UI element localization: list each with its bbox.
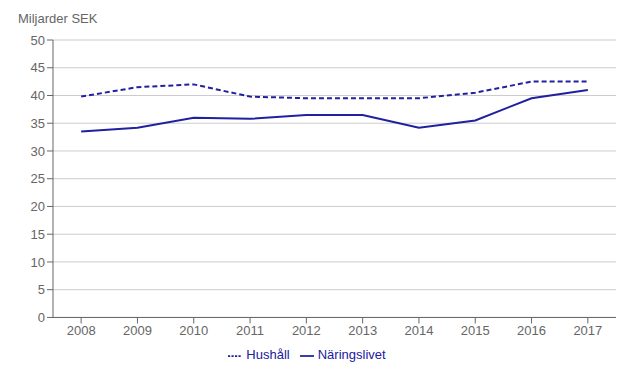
svg-text:2010: 2010 (179, 323, 208, 338)
svg-text:2008: 2008 (67, 323, 96, 338)
svg-text:2016: 2016 (517, 323, 546, 338)
html-text:Hushåll: Hushåll (246, 347, 290, 363)
svg-text:2009: 2009 (123, 323, 152, 338)
svg-text:2015: 2015 (461, 323, 490, 338)
svg-text:2013: 2013 (348, 323, 377, 338)
svg-text:35: 35 (31, 116, 45, 131)
svg-text:30: 30 (31, 144, 45, 159)
svg-text:2017: 2017 (573, 323, 602, 338)
svg-text:2012: 2012 (292, 323, 321, 338)
svg-text:20: 20 (31, 199, 45, 214)
html-text:Näringslivet: Näringslivet (317, 347, 386, 363)
svg-text:10: 10 (31, 255, 45, 270)
svg-text:2014: 2014 (404, 323, 433, 338)
svg-text:15: 15 (31, 227, 45, 242)
svg-text:5: 5 (38, 282, 45, 297)
svg-text:40: 40 (31, 88, 45, 103)
svg-text:50: 50 (31, 33, 45, 48)
svg-text:2011: 2011 (236, 323, 264, 338)
svg-text:25: 25 (31, 171, 45, 186)
svg-text:45: 45 (31, 60, 45, 75)
svg-text:0: 0 (38, 310, 45, 325)
html-text:Miljarder SEK: Miljarder SEK (18, 11, 98, 26)
